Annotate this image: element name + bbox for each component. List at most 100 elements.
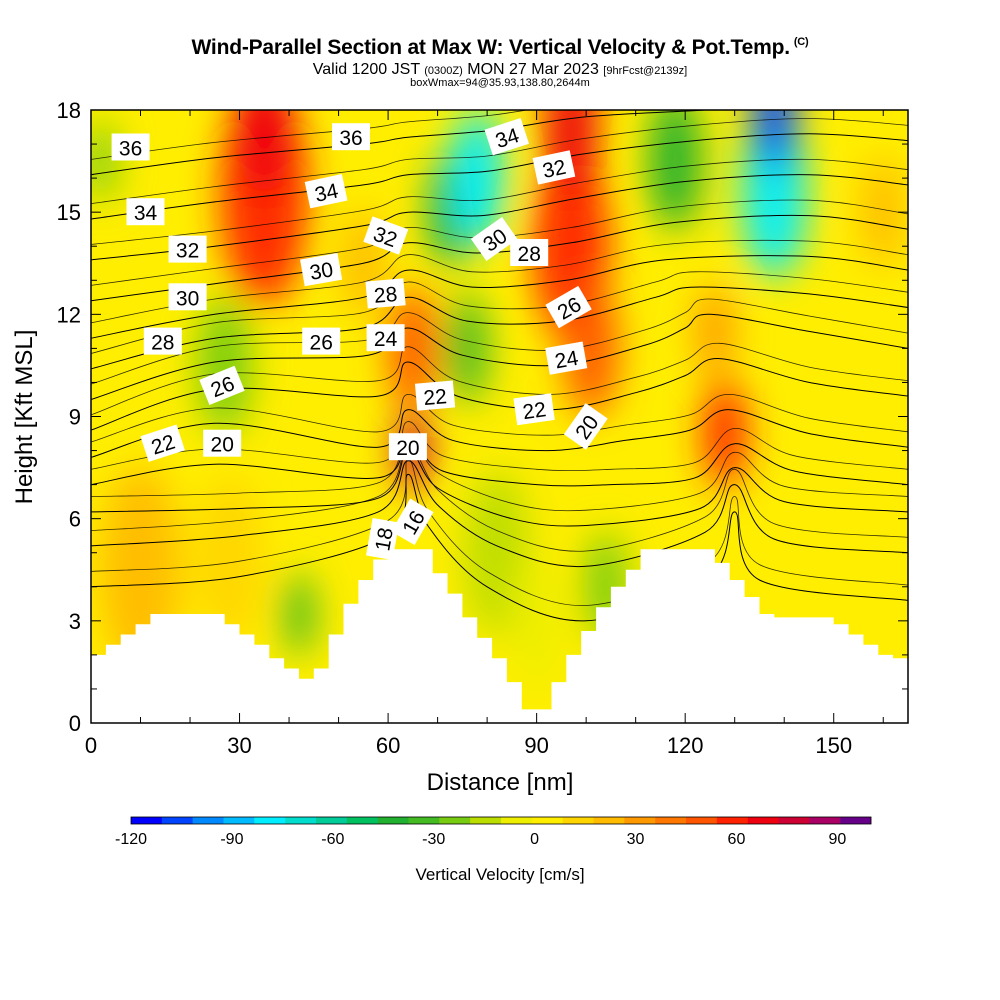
colorbar-tick-label: -30 bbox=[422, 831, 445, 848]
x-tick-label: 90 bbox=[524, 733, 548, 758]
theta-isoline bbox=[91, 110, 530, 160]
theta-isoline bbox=[91, 460, 908, 568]
contour-label-text: 24 bbox=[553, 347, 580, 374]
theta-isoline bbox=[91, 174, 908, 261]
contour-label-box bbox=[199, 365, 245, 405]
theta-isoline bbox=[91, 450, 908, 527]
contour-label-box bbox=[366, 517, 400, 561]
contour-label: 36 bbox=[111, 133, 150, 161]
contour-label-box bbox=[484, 118, 529, 156]
contour-label: 20 bbox=[563, 403, 608, 450]
colorbar-title: Vertical Velocity [cm/s] bbox=[415, 865, 584, 884]
theta-isoline bbox=[91, 434, 908, 512]
colorbar-swatch bbox=[840, 817, 872, 824]
chart-subtitle: Valid 1200 JST (0300Z) MON 27 Mar 2023 [… bbox=[0, 62, 1000, 79]
colorbar-tick-label: 30 bbox=[627, 831, 645, 848]
contour-label-box bbox=[532, 150, 576, 185]
colorbar-swatch bbox=[316, 817, 348, 824]
terrain bbox=[91, 549, 908, 723]
x-tick-label: 60 bbox=[376, 733, 400, 758]
y-tick-label: 18 bbox=[57, 98, 81, 123]
theta-isoline bbox=[91, 271, 908, 354]
contour-label-text: 22 bbox=[423, 385, 448, 410]
colorbar-swatch bbox=[439, 817, 471, 824]
theta-isoline bbox=[91, 298, 908, 385]
contour-label-box bbox=[363, 216, 409, 255]
y-tick-label: 9 bbox=[69, 405, 81, 430]
contour-label-box bbox=[140, 424, 185, 462]
colorbar-tick-label: 90 bbox=[828, 831, 846, 848]
velocity-cell bbox=[741, 111, 807, 279]
velocity-cell bbox=[752, 110, 797, 173]
contour-label-box bbox=[414, 380, 456, 411]
velocity-cell bbox=[861, 156, 906, 268]
valid-date: MON 27 Mar 2023 bbox=[467, 61, 599, 78]
contour-label: 24 bbox=[366, 324, 405, 352]
contour-label-box bbox=[470, 217, 518, 261]
velocity-cell bbox=[197, 296, 252, 435]
forecast-info: [9hrFcst@2139z] bbox=[603, 65, 688, 77]
contour-label: 36 bbox=[332, 123, 370, 151]
contour-label-text: 36 bbox=[339, 127, 362, 150]
contour-label: 20 bbox=[203, 429, 242, 457]
contour-label-text: 20 bbox=[211, 434, 234, 457]
velocity-cell bbox=[806, 483, 861, 623]
valid-time: Valid 1200 JST bbox=[312, 61, 420, 78]
colorbar-border bbox=[130, 816, 872, 825]
colorbar: -120 -90 -60 -30 0 30 60 90 bbox=[115, 816, 872, 848]
contour-label-text: 24 bbox=[374, 328, 398, 351]
contour-label-box bbox=[304, 174, 348, 209]
theta-isoline bbox=[91, 458, 908, 606]
x-tick-label: 30 bbox=[227, 733, 251, 758]
colorbar-swatch bbox=[655, 817, 687, 824]
contour-label: 18 bbox=[366, 517, 400, 561]
contour-label-box bbox=[203, 429, 242, 457]
colorbar-swatch bbox=[192, 817, 224, 824]
x-axis: 0 30 60 90 120 150 bbox=[85, 110, 884, 758]
colorbar-swatch bbox=[131, 817, 163, 824]
colorbar-swatch bbox=[408, 817, 440, 824]
contour-label: 28 bbox=[365, 278, 406, 309]
y-tick-label: 12 bbox=[57, 302, 81, 327]
contour-label: 30 bbox=[168, 283, 207, 311]
theta-isoline bbox=[91, 255, 908, 339]
velocity-cell bbox=[509, 551, 564, 691]
theta-isoline bbox=[91, 393, 908, 443]
contour-label-box bbox=[302, 327, 341, 355]
colorbar-swatch bbox=[254, 817, 286, 824]
contour-label: 24 bbox=[545, 341, 588, 375]
contour-label-box bbox=[168, 283, 207, 311]
contour-label: 20 bbox=[388, 433, 427, 461]
potential-temperature-contours bbox=[91, 110, 908, 622]
contour-label: 32 bbox=[532, 150, 576, 185]
contour-label-box bbox=[300, 253, 343, 287]
colorbar-swatch bbox=[223, 817, 255, 824]
box-wmax-note: boxWmax=94@35.93,138.80,2644m bbox=[410, 77, 590, 89]
terrain-mask bbox=[91, 549, 908, 723]
theta-isoline bbox=[91, 239, 908, 324]
colorbar-swatch bbox=[778, 817, 810, 824]
contour-label-text: 30 bbox=[176, 287, 199, 310]
contour-label-box bbox=[388, 433, 427, 461]
contour-label-box bbox=[365, 278, 406, 309]
colorbar-swatch bbox=[285, 817, 317, 824]
velocity-cell bbox=[237, 110, 292, 197]
velocity-cell bbox=[196, 476, 263, 643]
y-tick-label: 6 bbox=[69, 507, 81, 532]
contour-label: 34 bbox=[126, 198, 165, 226]
contour-label-text: 22 bbox=[521, 398, 547, 424]
x-tick-label: 0 bbox=[85, 733, 97, 758]
contour-label-text: 34 bbox=[313, 179, 341, 206]
colorbar-swatch bbox=[377, 817, 409, 824]
y-axis-title: Height [Kft MSL] bbox=[11, 330, 38, 505]
theta-isoline bbox=[91, 214, 908, 302]
colorbar-swatch bbox=[809, 817, 841, 824]
velocity-cell bbox=[445, 292, 490, 404]
colorbar-swatch bbox=[686, 817, 718, 824]
x-tick-label: 120 bbox=[667, 733, 704, 758]
contour-label-box bbox=[126, 198, 165, 226]
